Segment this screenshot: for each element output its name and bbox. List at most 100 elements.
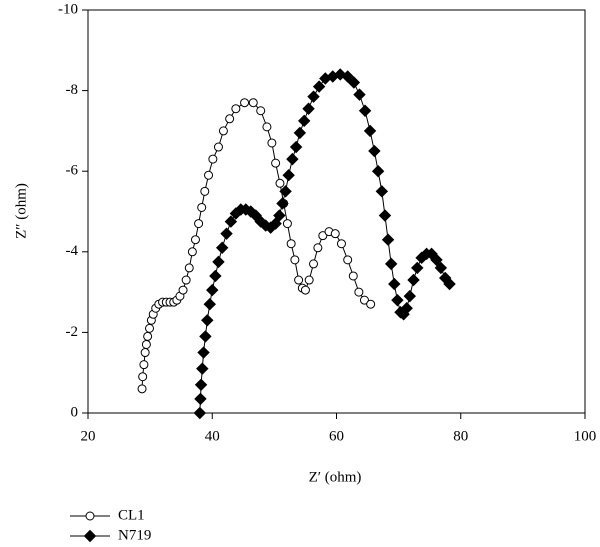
series-line xyxy=(199,73,450,414)
marker xyxy=(304,275,314,285)
marker xyxy=(231,104,241,114)
x-tick-label: 60 xyxy=(329,428,344,444)
marker xyxy=(194,219,204,229)
marker xyxy=(275,178,285,188)
marker xyxy=(309,259,319,269)
marker xyxy=(282,169,295,182)
marker xyxy=(220,227,233,240)
marker xyxy=(215,241,229,254)
marker xyxy=(294,275,304,285)
marker xyxy=(430,253,443,267)
x-tick-label: 100 xyxy=(574,428,597,444)
marker xyxy=(178,285,188,295)
marker xyxy=(411,261,424,275)
marker xyxy=(347,76,361,89)
marker xyxy=(240,98,250,108)
marker xyxy=(341,70,354,83)
legend-label: N719 xyxy=(118,527,151,543)
marker xyxy=(302,102,315,115)
marker xyxy=(348,271,358,281)
marker xyxy=(208,154,218,164)
marker xyxy=(201,314,214,327)
series-line xyxy=(141,102,371,389)
marker xyxy=(407,273,420,287)
marker xyxy=(197,346,210,359)
marker xyxy=(271,158,281,168)
marker xyxy=(384,257,398,271)
y-tick-label: -4 xyxy=(66,243,79,259)
marker xyxy=(145,323,155,333)
marker xyxy=(262,122,272,132)
x-tick-label: 80 xyxy=(453,428,468,444)
marker xyxy=(318,231,328,241)
x-tick-label: 20 xyxy=(81,428,96,444)
marker xyxy=(194,392,207,406)
y-axis-label: Z″ (ohm) xyxy=(13,183,29,239)
marker xyxy=(293,126,307,140)
marker xyxy=(371,164,385,178)
marker xyxy=(196,362,209,375)
marker xyxy=(330,229,340,239)
plot-frame xyxy=(87,9,586,414)
marker xyxy=(354,287,364,297)
marker xyxy=(190,235,200,245)
legend-marker xyxy=(83,529,97,543)
x-axis-label: Z′ (ohm) xyxy=(309,469,362,485)
marker xyxy=(276,197,289,210)
marker xyxy=(378,209,392,222)
marker xyxy=(307,90,320,103)
marker xyxy=(218,126,228,136)
marker xyxy=(297,114,311,128)
marker xyxy=(143,331,153,341)
marker xyxy=(300,285,310,295)
marker xyxy=(391,293,404,307)
marker xyxy=(290,255,300,265)
y-tick-label: -8 xyxy=(66,82,79,98)
marker xyxy=(366,299,376,309)
marker xyxy=(279,185,292,198)
marker xyxy=(375,185,389,198)
marker xyxy=(199,330,212,343)
marker xyxy=(434,261,448,275)
marker xyxy=(363,124,377,138)
marker xyxy=(140,348,150,358)
marker xyxy=(273,209,286,222)
y-tick-label: 0 xyxy=(71,404,79,420)
marker xyxy=(267,138,277,148)
marker xyxy=(206,283,219,297)
marker xyxy=(187,247,197,257)
marker xyxy=(204,170,214,180)
y-tick-label: -10 xyxy=(58,1,78,17)
marker xyxy=(312,80,326,93)
marker xyxy=(286,152,299,166)
marker xyxy=(141,339,151,349)
marker xyxy=(269,217,282,230)
marker xyxy=(248,98,258,108)
marker xyxy=(336,239,346,249)
marker xyxy=(137,384,147,394)
marker xyxy=(343,255,353,265)
y-tick-label: -2 xyxy=(66,324,79,340)
marker xyxy=(368,144,381,158)
marker xyxy=(381,233,395,246)
marker xyxy=(224,215,238,228)
marker xyxy=(282,219,292,229)
marker xyxy=(138,372,148,382)
marker xyxy=(403,289,417,303)
legend-marker xyxy=(85,511,95,521)
marker xyxy=(203,297,216,311)
marker xyxy=(209,269,222,283)
marker xyxy=(213,142,223,152)
legend-label: CL1 xyxy=(118,507,145,523)
marker xyxy=(181,275,191,285)
marker xyxy=(286,239,296,249)
marker xyxy=(256,106,266,116)
marker xyxy=(225,114,235,124)
marker xyxy=(358,104,372,117)
marker xyxy=(200,186,210,196)
marker xyxy=(289,140,303,154)
y-tick-label: -6 xyxy=(66,163,79,179)
marker xyxy=(313,243,323,253)
marker xyxy=(353,88,366,101)
